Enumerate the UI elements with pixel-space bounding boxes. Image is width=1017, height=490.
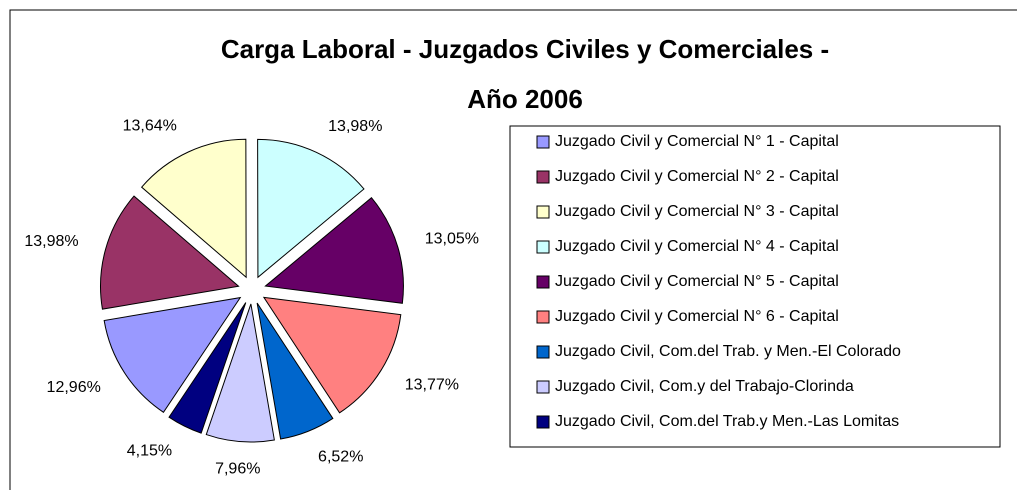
legend-swatch [536, 135, 550, 149]
legend-label: Juzgado Civil y Comercial N° 6 - Capital [555, 308, 839, 325]
legend-swatch [536, 415, 550, 429]
legend-swatch [536, 310, 550, 324]
pie-slice [262, 296, 402, 414]
legend-label: Juzgado Civil y Comercial N° 4 - Capital [555, 238, 839, 255]
pie-slice [257, 138, 365, 279]
data-label: 13,98% [24, 233, 78, 250]
legend-label: Juzgado Civil y Comercial N° 3 - Capital [555, 203, 839, 220]
legend-swatch [536, 240, 550, 254]
pie-slice [256, 302, 334, 440]
legend-label: Juzgado Civil, Com.del Trab. y Men.-El C… [555, 343, 901, 360]
legend-swatch [536, 205, 550, 219]
data-label: 13,77% [405, 376, 459, 393]
pie-slice [264, 197, 404, 304]
data-label: 13,05% [425, 231, 479, 248]
data-label: 12,96% [47, 379, 101, 396]
pie-slice [100, 195, 240, 310]
chart-subtitle: Año 2006 [467, 84, 583, 114]
data-label: 13,64% [123, 118, 177, 135]
data-label: 7,96% [215, 461, 260, 478]
data-label: 4,15% [127, 443, 172, 460]
legend-label: Juzgado Civil, Com.y del Trabajo-Clorind… [555, 378, 854, 395]
legend-label: Juzgado Civil y Comercial N° 1 - Capital [555, 133, 839, 150]
pie-slice [168, 302, 247, 434]
legend-box [509, 125, 1001, 448]
pie-slice [205, 303, 275, 443]
data-label: 13,98% [328, 118, 382, 135]
pie-slice [103, 296, 242, 413]
legend-label: Juzgado Civil y Comercial N° 2 - Capital [555, 168, 839, 185]
chart-title: Carga Laboral - Juzgados Civiles y Comer… [221, 34, 829, 64]
legend-swatch [536, 170, 550, 184]
data-label: 6,52% [318, 449, 363, 466]
pie-slice [140, 138, 247, 279]
legend-swatch [536, 345, 550, 359]
legend-swatch [536, 380, 550, 394]
legend-label: Juzgado Civil, Com.del Trab.y Men.-Las L… [555, 413, 899, 430]
legend-swatch [536, 275, 550, 289]
legend-label: Juzgado Civil y Comercial N° 5 - Capital [555, 273, 839, 290]
